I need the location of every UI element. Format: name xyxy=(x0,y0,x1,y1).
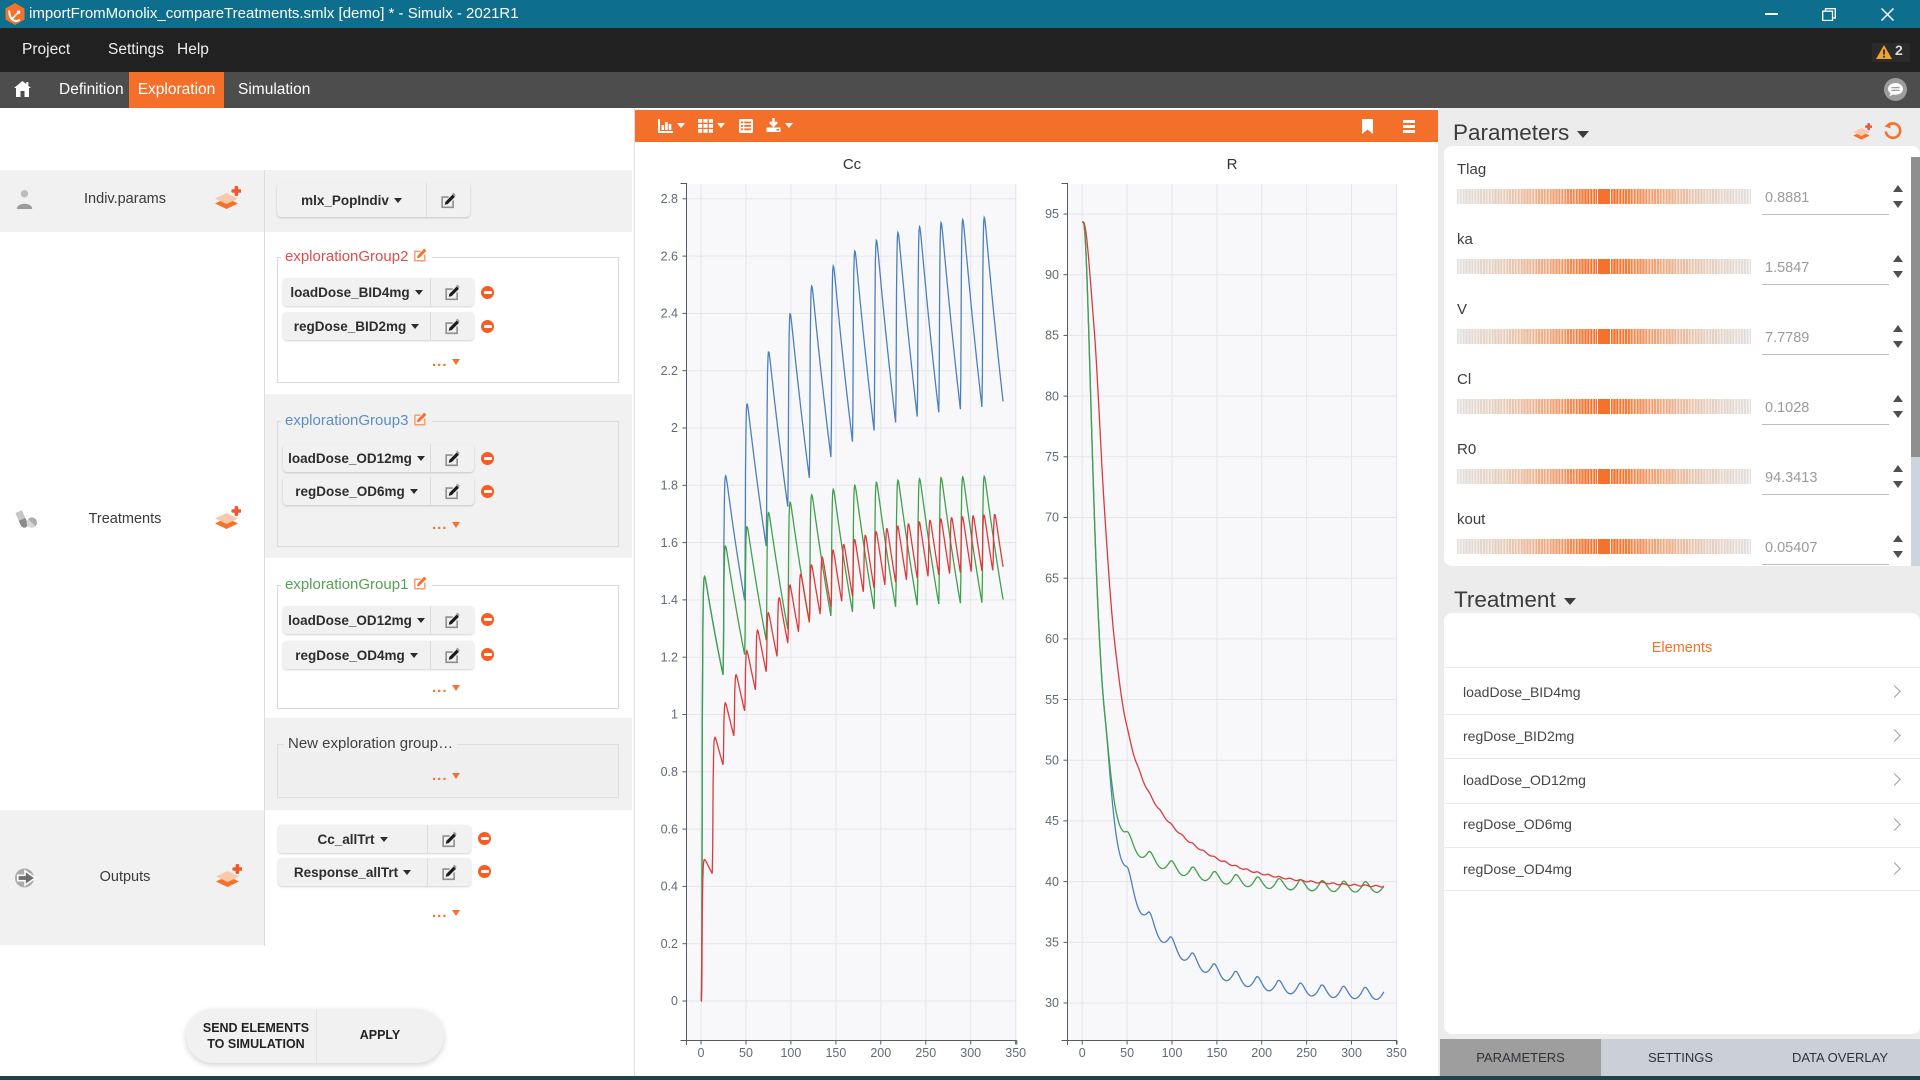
svg-text:1: 1 xyxy=(671,708,678,722)
svg-text:0.8: 0.8 xyxy=(661,765,678,779)
svg-text:0.6: 0.6 xyxy=(661,822,678,836)
svg-text:2: 2 xyxy=(671,421,678,435)
svg-text:0: 0 xyxy=(698,1046,705,1060)
svg-text:2.8: 2.8 xyxy=(661,192,678,206)
svg-text:250: 250 xyxy=(1296,1046,1317,1060)
svg-text:70: 70 xyxy=(1045,511,1059,525)
svg-text:150: 150 xyxy=(825,1046,846,1060)
svg-text:35: 35 xyxy=(1045,936,1059,950)
svg-text:40: 40 xyxy=(1045,875,1059,889)
svg-text:250: 250 xyxy=(915,1046,936,1060)
svg-text:0: 0 xyxy=(671,994,678,1008)
svg-text:50: 50 xyxy=(739,1046,753,1060)
svg-text:45: 45 xyxy=(1045,814,1059,828)
svg-text:30: 30 xyxy=(1045,996,1059,1010)
svg-text:1.8: 1.8 xyxy=(661,479,678,493)
svg-text:2.4: 2.4 xyxy=(661,307,678,321)
svg-text:75: 75 xyxy=(1045,450,1059,464)
svg-text:55: 55 xyxy=(1045,693,1059,707)
svg-text:100: 100 xyxy=(780,1046,801,1060)
svg-text:65: 65 xyxy=(1045,571,1059,585)
svg-text:Cc: Cc xyxy=(843,156,862,173)
svg-text:350: 350 xyxy=(1005,1046,1026,1060)
svg-text:60: 60 xyxy=(1045,632,1059,646)
svg-text:1.4: 1.4 xyxy=(661,593,678,607)
svg-text:95: 95 xyxy=(1045,207,1059,221)
svg-text:50: 50 xyxy=(1120,1046,1134,1060)
svg-text:0.4: 0.4 xyxy=(661,880,678,894)
svg-text:100: 100 xyxy=(1162,1046,1183,1060)
svg-text:R: R xyxy=(1227,156,1238,173)
svg-text:85: 85 xyxy=(1045,329,1059,343)
svg-text:200: 200 xyxy=(870,1046,891,1060)
svg-text:300: 300 xyxy=(1341,1046,1362,1060)
svg-text:300: 300 xyxy=(960,1046,981,1060)
svg-text:150: 150 xyxy=(1206,1046,1227,1060)
svg-text:350: 350 xyxy=(1386,1046,1407,1060)
svg-text:200: 200 xyxy=(1251,1046,1272,1060)
svg-text:0.2: 0.2 xyxy=(661,937,678,951)
svg-text:0: 0 xyxy=(1079,1046,1086,1060)
svg-text:50: 50 xyxy=(1045,753,1059,767)
svg-text:1.6: 1.6 xyxy=(661,536,678,550)
svg-text:1.2: 1.2 xyxy=(661,650,678,664)
svg-text:80: 80 xyxy=(1045,389,1059,403)
svg-text:90: 90 xyxy=(1045,268,1059,282)
svg-text:2.6: 2.6 xyxy=(661,249,678,263)
svg-text:2.2: 2.2 xyxy=(661,364,678,378)
